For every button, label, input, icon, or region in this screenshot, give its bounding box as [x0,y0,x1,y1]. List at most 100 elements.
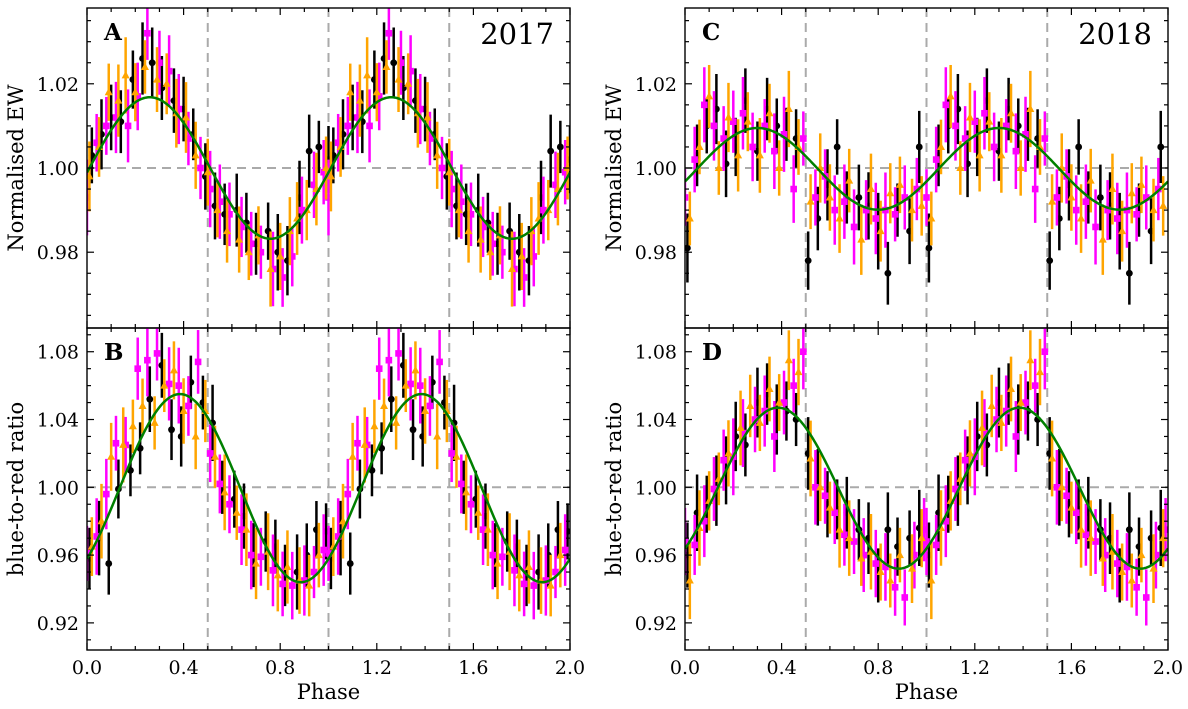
x-tick-label: 1.6 [458,657,488,679]
data-point-square [530,582,538,589]
data-point-circle [168,426,175,434]
data-point-triangle [695,142,704,150]
data-point-square [831,206,839,214]
data-point-triangle [370,421,379,430]
data-point-square [850,538,858,545]
fit-curve [685,406,1168,570]
data-point-triangle [517,251,526,260]
data-point-triangle [401,381,410,389]
data-point-square [197,164,204,172]
data-point-triangle [1016,398,1025,406]
data-point-square [448,185,455,193]
data-point-triangle [775,398,784,406]
data-point-square [426,135,434,142]
data-point-square [685,538,689,545]
data-point-circle [387,395,395,403]
data-point-triangle [213,205,222,214]
panel-letter: D [702,339,722,366]
data-point-triangle [556,550,565,559]
data-point-square [407,67,414,75]
year-label: 2018 [1078,17,1152,51]
data-point-square [800,348,807,356]
data-point-triangle [965,448,974,457]
data-point-triangle [1026,355,1035,364]
data-point-triangle [755,418,764,426]
data-point-triangle [1118,567,1127,576]
data-point-square [1012,147,1020,155]
data-point-triangle [121,70,130,79]
data-point-square [122,441,129,449]
data-point-square [872,560,880,567]
data-point-triangle [917,201,926,209]
y-axis-title: blue-to-red ratio [4,402,28,576]
data-point-square [288,582,296,589]
data-point-square [479,526,487,533]
data-point-square [499,248,506,256]
data-point-triangle [1077,525,1086,533]
y-tick-label: 1.00 [635,477,677,499]
data-point-square [1133,583,1140,591]
x-axis-title: Phase [297,680,360,704]
data-point-square [891,211,899,218]
data-point-square [310,181,318,189]
data-point-square [812,194,819,201]
data-point-square [872,215,880,222]
data-point-square [407,380,414,388]
data-point-square [1092,223,1099,231]
data-point-circle [346,560,354,567]
data-point-square [134,93,142,100]
data-point-circle [925,244,933,252]
data-point-circle [884,526,892,534]
data-point-triangle [242,525,251,533]
data-point-triangle [1127,188,1136,197]
data-point-triangle [835,525,844,533]
data-point-circle [148,59,156,67]
data-point-square [923,538,930,545]
data-point-square [720,456,727,464]
y-tick-label: 0.98 [37,242,79,264]
data-point-triangle [794,367,803,376]
data-point-triangle [1149,205,1158,214]
data-point-square [206,185,214,193]
data-point-square [325,194,332,201]
x-tick-label: 0.4 [168,657,198,679]
data-point-square [144,356,151,364]
data-point-triangle [392,418,401,426]
data-point-triangle [179,406,188,415]
data-point-triangle [946,91,955,100]
data-point-square [932,541,940,549]
data-point-square [850,223,858,231]
data-point-triangle [1016,163,1025,171]
data-point-triangle [806,197,815,205]
data-point-square [901,194,909,201]
data-point-square [1142,594,1150,601]
data-point-square [1053,484,1061,491]
data-point-square [771,433,778,440]
y-tick-label: 1.08 [37,342,79,364]
data-point-triangle [223,226,232,235]
data-point-triangle [1108,184,1117,193]
data-point-square [993,416,1000,423]
data-point-triangle [114,96,123,104]
data-point-triangle [806,453,815,462]
data-point-square [860,551,868,559]
data-point-triangle [1127,576,1136,584]
data-point-triangle [360,440,369,448]
data-point-square [334,139,342,147]
data-point-square [238,223,245,231]
data-point-square [257,553,265,561]
data-point-triangle [724,112,733,121]
data-point-triangle [244,247,253,256]
data-point-square [269,265,277,273]
data-point-triangle [411,365,420,374]
data-point-square [438,164,446,172]
data-point-triangle [462,487,471,496]
plot-area [87,328,570,650]
data-point-triangle [1048,197,1057,205]
data-point-triangle [685,576,694,584]
data-point-square [216,480,224,488]
data-point-triangle [845,176,854,184]
plot-area [87,8,570,328]
data-point-square [511,567,518,574]
data-point-triangle [394,75,403,83]
